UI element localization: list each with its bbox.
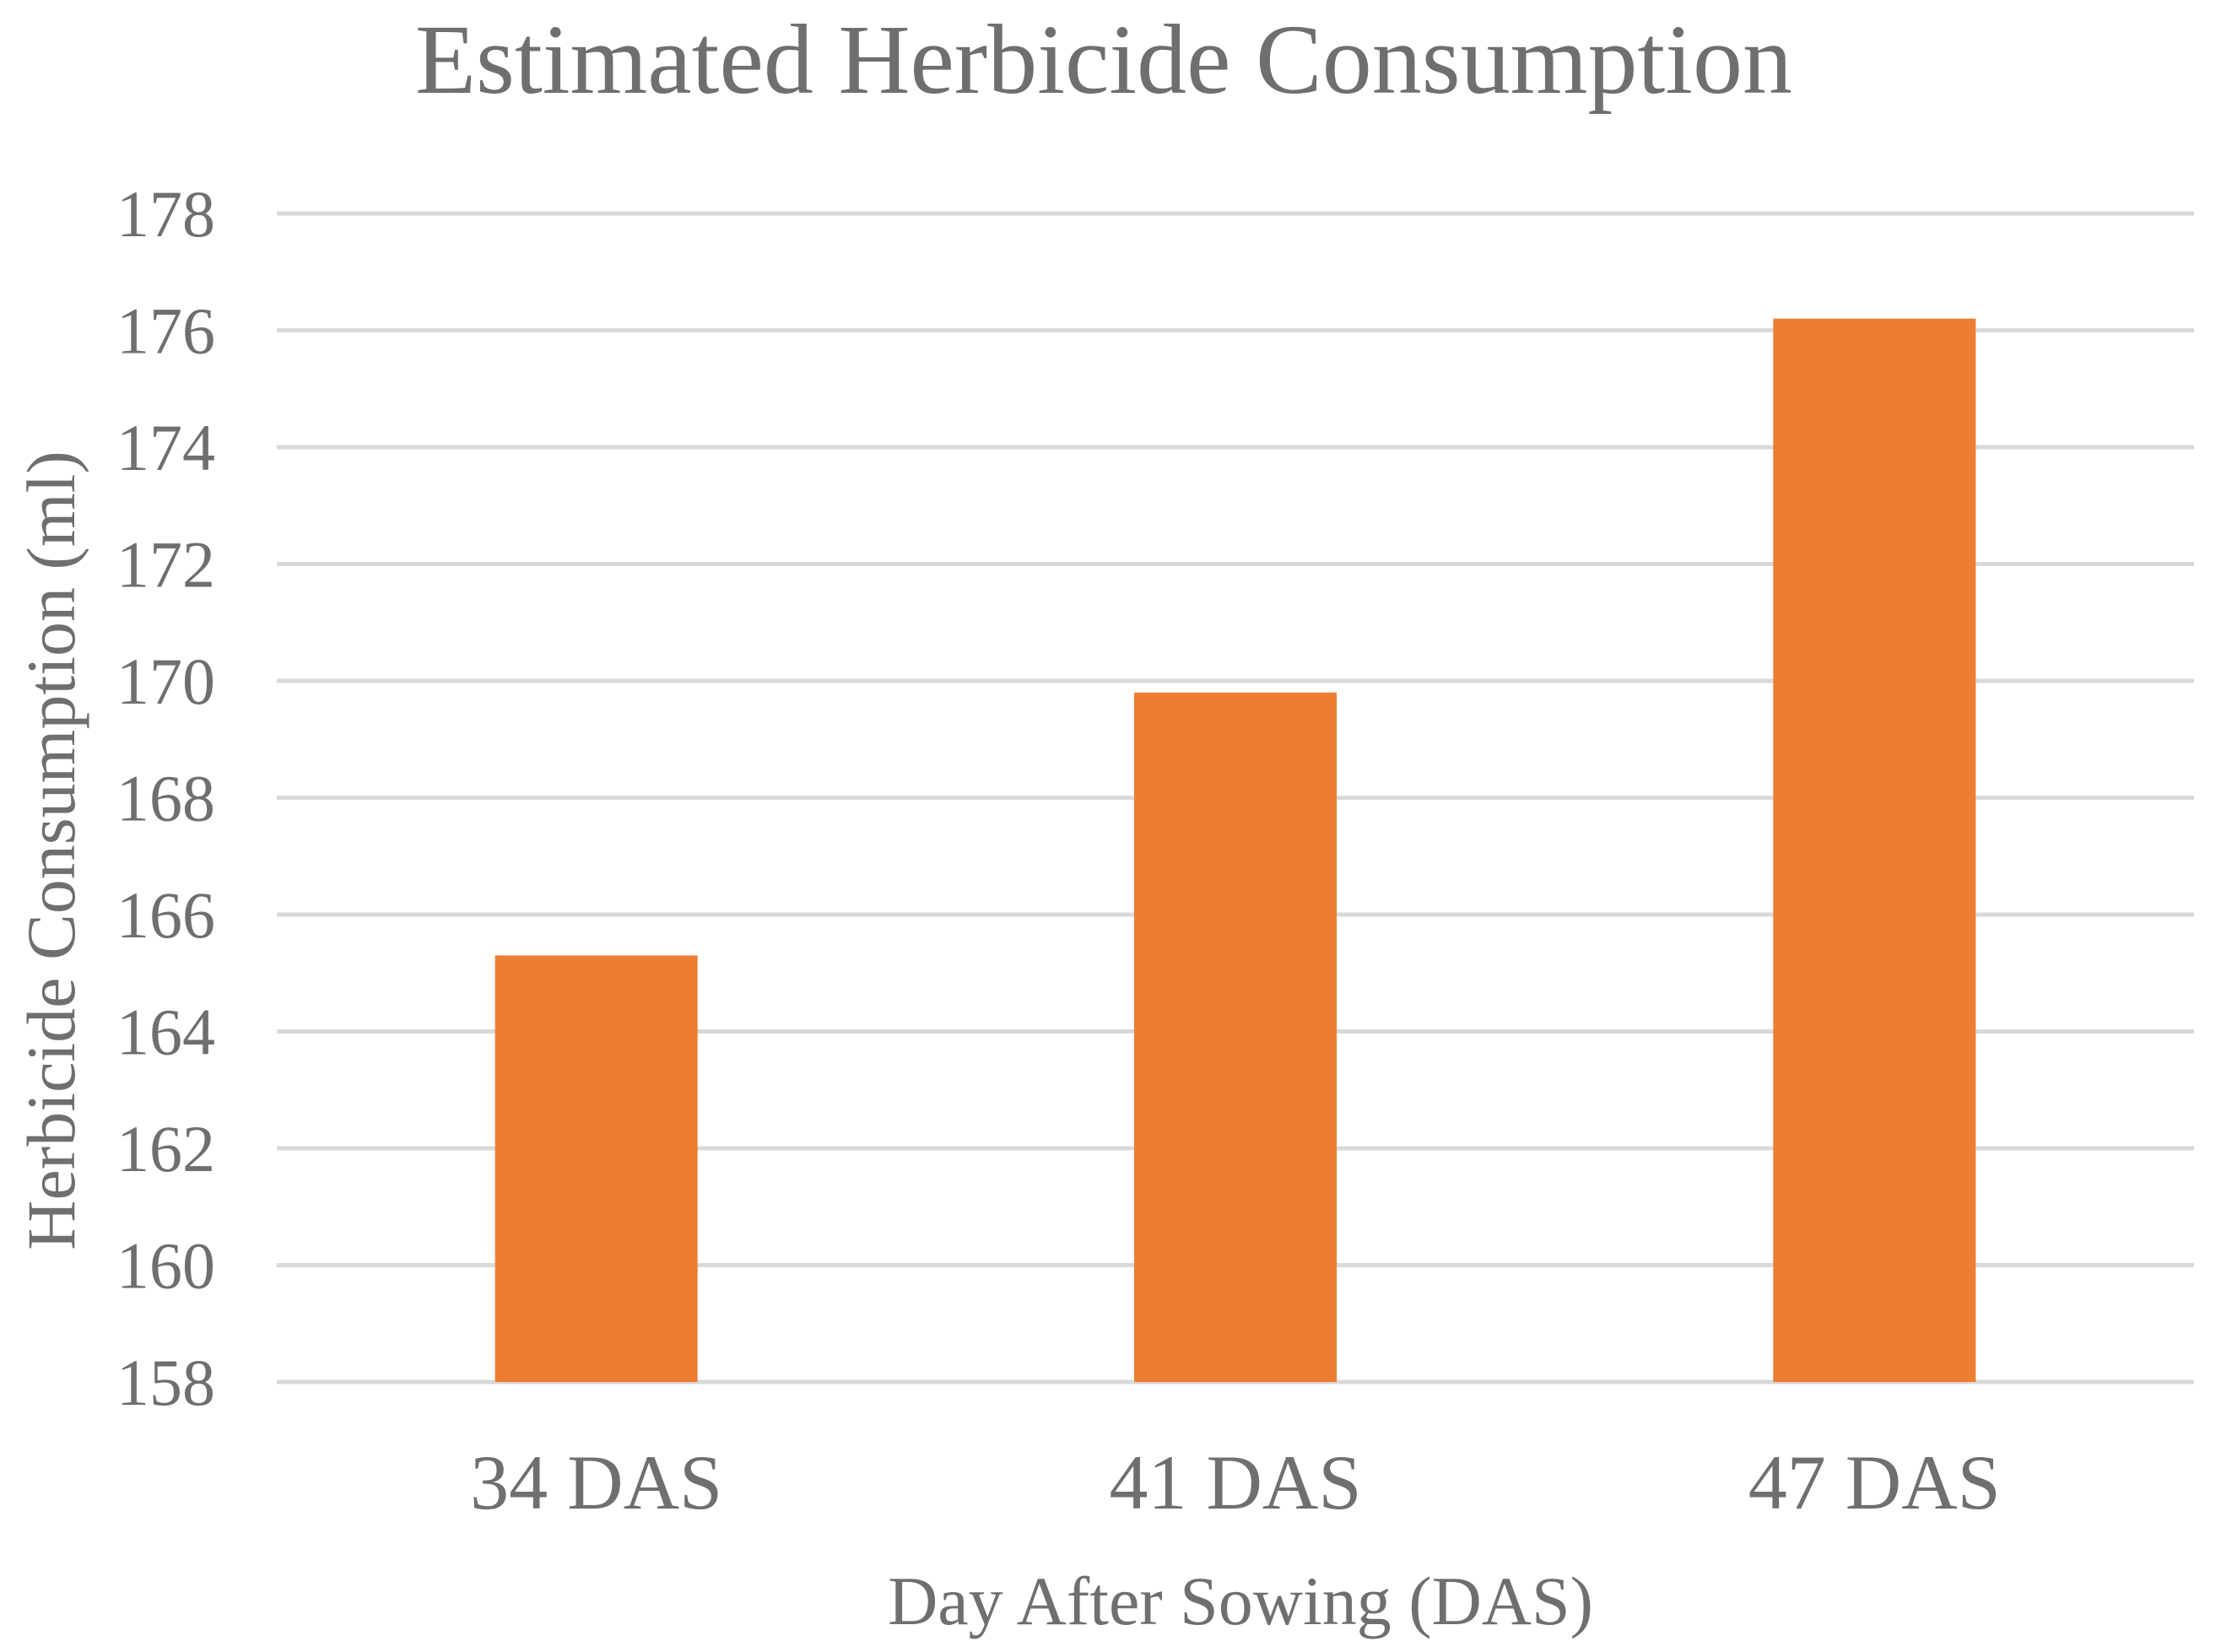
x-category-label: 41 DAS xyxy=(1109,1439,1361,1525)
y-tick-label: 170 xyxy=(116,645,215,718)
x-axis-categories: 34 DAS 41 DAS 47 DAS xyxy=(470,1439,2001,1525)
x-category-label: 47 DAS xyxy=(1748,1439,2001,1525)
y-tick-label: 174 xyxy=(116,411,215,484)
y-tick-label: 178 xyxy=(116,177,215,251)
x-axis-title: Day After Sowing (DAS) xyxy=(888,1563,1593,1639)
y-tick-label: 166 xyxy=(116,878,215,952)
y-axis-title: Herbicide Consumption (ml) xyxy=(13,451,89,1250)
y-tick-label: 168 xyxy=(116,762,215,835)
y-tick-label: 158 xyxy=(116,1346,215,1419)
bar xyxy=(494,955,698,1382)
y-tick-label: 172 xyxy=(116,528,215,602)
y-tick-label: 162 xyxy=(116,1112,215,1185)
bar xyxy=(1773,318,1976,1382)
y-tick-label: 164 xyxy=(116,996,215,1069)
chart-title: Estimated Herbicide Consumption xyxy=(415,4,1792,115)
bars xyxy=(494,318,1976,1382)
x-category-label: 34 DAS xyxy=(470,1439,722,1525)
y-axis-ticks: 158 160 162 164 166 168 170 172 174 176 178 xyxy=(116,177,215,1419)
y-tick-label: 176 xyxy=(116,294,215,368)
bar xyxy=(1134,692,1337,1382)
y-tick-label: 160 xyxy=(116,1229,215,1303)
